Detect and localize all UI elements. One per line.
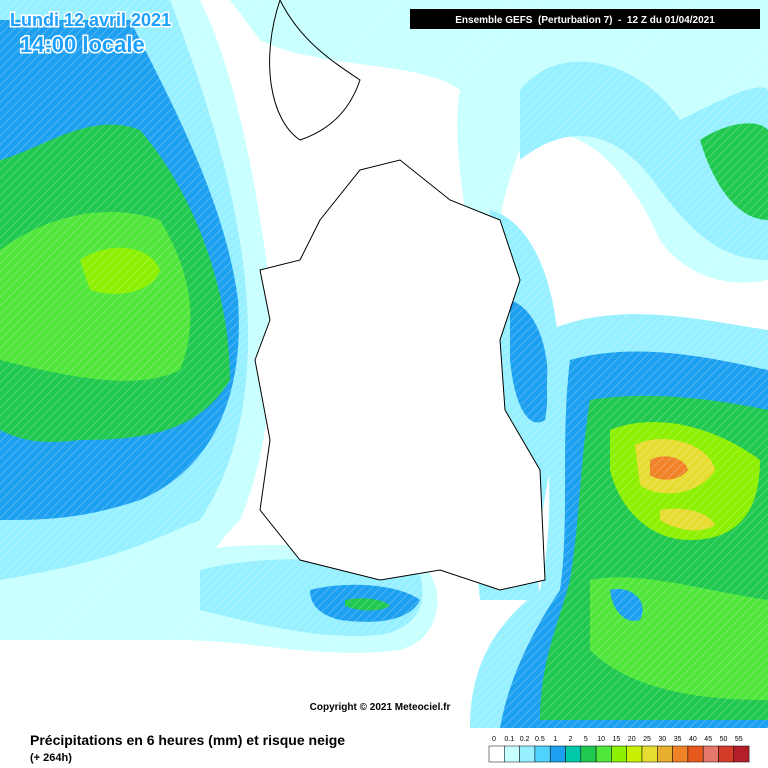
legend-swatch	[733, 745, 750, 763]
legend-swatch	[718, 745, 735, 763]
legend-swatch	[702, 745, 719, 763]
legend-swatch	[504, 745, 520, 763]
legend-label: 25	[643, 736, 651, 743]
copyright: Copyright © 2021 Meteociel.fr	[310, 702, 451, 713]
legend-label: 15	[613, 736, 621, 743]
legend-label: 40	[689, 736, 697, 743]
run-info: Ensemble GEFS (Perturbation 7) - 12 Z du…	[455, 15, 715, 26]
legend-swatch	[580, 745, 597, 763]
footer-title: Précipitations en 6 heures (mm) et risqu…	[30, 732, 345, 748]
legend-swatch	[549, 745, 566, 763]
legend: 0 0.1 0.2 0.5 1 2 5 10 15 20 25 30 35 40 45 50 55	[488, 736, 750, 763]
legend-label: 20	[628, 736, 636, 743]
legend-label: 0.1	[504, 736, 514, 743]
legend-label: 35	[674, 736, 682, 743]
legend-swatch	[657, 745, 673, 763]
legend-label: 45	[704, 736, 712, 743]
legend-label: 1	[553, 736, 557, 743]
legend-swatch	[672, 745, 689, 763]
legend-swatch	[534, 745, 551, 763]
info-box	[410, 9, 760, 29]
legend-swatch	[611, 745, 627, 763]
legend-label: 55	[735, 736, 743, 743]
legend-swatch	[626, 745, 643, 763]
precipitation-field	[0, 0, 768, 728]
legend-label: 30	[658, 736, 666, 743]
footer-lead: (+ 264h)	[30, 752, 72, 764]
legend-label: 0.2	[520, 736, 530, 743]
legend-swatch	[519, 745, 536, 763]
date-title: Lundi 12 avril 2021	[10, 10, 171, 30]
legend-label: 5	[584, 736, 588, 743]
legend-label: 0.5	[535, 736, 545, 743]
legend-swatch	[488, 745, 505, 763]
legend-label: 10	[597, 736, 605, 743]
legend-swatch	[641, 745, 658, 763]
legend-label: 50	[720, 736, 728, 743]
time-title: 14:00 locale	[20, 32, 145, 57]
legend-swatch	[687, 745, 704, 763]
legend-swatch	[565, 745, 582, 763]
legend-label: 2	[569, 736, 573, 743]
legend-label: 0	[492, 736, 496, 743]
legend-swatch	[595, 745, 612, 763]
